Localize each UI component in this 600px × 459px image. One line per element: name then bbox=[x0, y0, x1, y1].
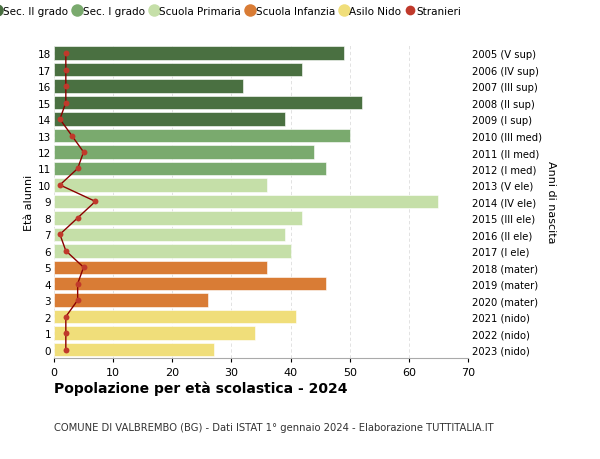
Point bbox=[73, 215, 82, 222]
Text: COMUNE DI VALBREMBO (BG) - Dati ISTAT 1° gennaio 2024 - Elaborazione TUTTITALIA.: COMUNE DI VALBREMBO (BG) - Dati ISTAT 1°… bbox=[54, 422, 494, 432]
Point bbox=[55, 116, 65, 123]
Point bbox=[61, 346, 71, 353]
Point bbox=[61, 100, 71, 107]
Point bbox=[67, 133, 77, 140]
Bar bbox=[54, 179, 267, 192]
Bar bbox=[54, 80, 243, 94]
Bar bbox=[54, 245, 290, 258]
Bar bbox=[54, 343, 214, 357]
Bar bbox=[54, 162, 326, 176]
Point bbox=[61, 50, 71, 58]
Bar bbox=[54, 294, 208, 307]
Bar bbox=[54, 195, 439, 209]
Bar bbox=[54, 146, 314, 159]
Point bbox=[55, 182, 65, 189]
Point bbox=[91, 198, 100, 206]
Bar bbox=[54, 228, 284, 241]
Bar bbox=[54, 47, 344, 61]
Bar bbox=[54, 277, 326, 291]
Text: Popolazione per età scolastica - 2024: Popolazione per età scolastica - 2024 bbox=[54, 381, 347, 396]
Y-axis label: Anni di nascita: Anni di nascita bbox=[546, 161, 556, 243]
Legend: Sec. II grado, Sec. I grado, Scuola Primaria, Scuola Infanzia, Asilo Nido, Stran: Sec. II grado, Sec. I grado, Scuola Prim… bbox=[0, 3, 465, 21]
Point bbox=[55, 231, 65, 239]
Point bbox=[61, 83, 71, 90]
Point bbox=[61, 67, 71, 74]
Bar bbox=[54, 310, 296, 324]
Bar bbox=[54, 97, 362, 110]
Point bbox=[73, 165, 82, 173]
Bar bbox=[54, 212, 302, 225]
Point bbox=[61, 247, 71, 255]
Bar bbox=[54, 129, 350, 143]
Point bbox=[79, 264, 88, 271]
Point bbox=[79, 149, 88, 157]
Bar bbox=[54, 327, 255, 340]
Y-axis label: Età alunni: Età alunni bbox=[24, 174, 34, 230]
Bar bbox=[54, 113, 284, 127]
Point bbox=[61, 313, 71, 321]
Point bbox=[73, 280, 82, 288]
Bar bbox=[54, 64, 302, 77]
Point bbox=[61, 330, 71, 337]
Bar bbox=[54, 261, 267, 274]
Point bbox=[73, 297, 82, 304]
